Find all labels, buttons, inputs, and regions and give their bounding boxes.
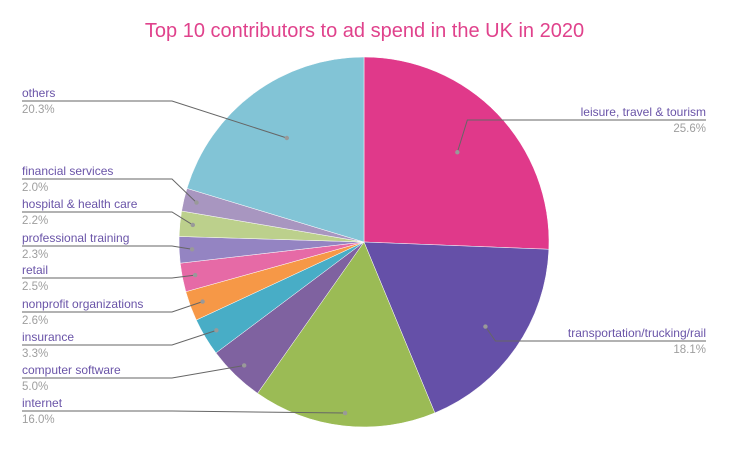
slice-label: leisure, travel & tourism: [580, 105, 706, 119]
chart-title: Top 10 contributors to ad spend in the U…: [144, 20, 585, 42]
leader-dot: [189, 247, 195, 252]
leader-line: [22, 274, 196, 279]
leader-line: [22, 211, 194, 226]
slice-value: 2.6%: [22, 315, 49, 327]
leader-line: [22, 245, 193, 250]
slice-value: 2.3%: [22, 249, 49, 261]
leader-dot: [214, 328, 219, 333]
slice-value: 16.0%: [22, 414, 55, 426]
leader-line: [22, 329, 217, 346]
leader-line: [22, 364, 245, 379]
slice-value: 25.6%: [673, 123, 706, 135]
leader-line: [456, 119, 706, 153]
pie-slice: [363, 241, 550, 414]
slice-value: 18.1%: [673, 344, 706, 356]
leader-dot: [192, 272, 198, 278]
pie-slice: [257, 241, 436, 428]
slice-label: hospital & health care: [22, 197, 138, 211]
leader-line: [485, 326, 706, 342]
leader-dot: [284, 135, 290, 141]
slice-label: internet: [22, 396, 63, 410]
slice-label: computer software: [22, 363, 121, 377]
leader-dot: [190, 222, 195, 228]
slice-label: financial services: [22, 164, 114, 178]
slice-label: insurance: [22, 330, 75, 344]
slice-value: 2.2%: [22, 215, 49, 227]
leader-dot: [455, 150, 460, 155]
leader-dot: [483, 324, 488, 329]
slice-value: 5.0%: [22, 381, 49, 393]
slice-label: professional training: [22, 231, 130, 245]
slice-value: 20.3%: [22, 104, 55, 116]
leader-dot: [200, 299, 205, 304]
slice-value: 2.5%: [22, 281, 49, 293]
slice-value: 3.3%: [22, 348, 49, 360]
slice-label: retail: [22, 263, 49, 277]
leader-line: [22, 178, 197, 203]
leader-line: [22, 100, 287, 139]
pie-slice: [186, 56, 365, 243]
slice-label: nonprofit organizations: [22, 297, 144, 311]
slice-value: 2.0%: [22, 182, 49, 194]
leader-dot: [194, 200, 199, 205]
slice-label: transportation/trucking/rail: [567, 326, 706, 340]
leader-dot: [342, 410, 348, 416]
slice-label: others: [22, 86, 56, 100]
leader-line: [22, 301, 203, 313]
leader-dot: [241, 363, 247, 368]
leader-line: [22, 410, 346, 414]
